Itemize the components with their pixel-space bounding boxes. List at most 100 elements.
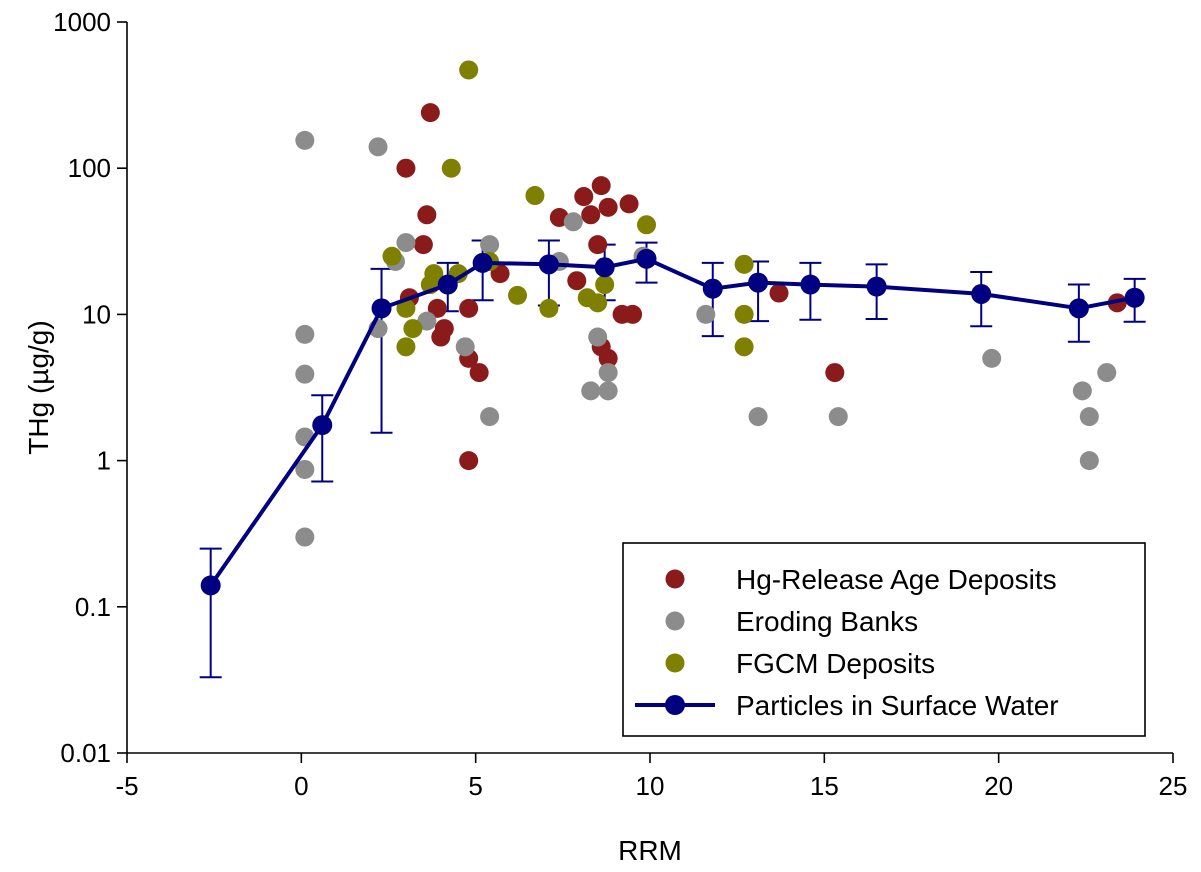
error-bar bbox=[370, 267, 393, 434]
particles-in-surface-water-marker bbox=[371, 298, 392, 319]
y-tick-label: 100 bbox=[68, 153, 111, 183]
fgcm-deposits-point bbox=[382, 246, 402, 266]
particles-in-surface-water-marker bbox=[437, 274, 458, 295]
fgcm-deposits-point bbox=[396, 298, 416, 318]
fgcm-deposits-point bbox=[637, 215, 657, 235]
y-tick-label: 0.1 bbox=[75, 592, 111, 622]
fgcm-deposits-point bbox=[403, 319, 423, 339]
x-tick-label: 25 bbox=[1159, 771, 1188, 801]
eroding-banks-point bbox=[417, 311, 437, 331]
hg-release-age-deposits-point bbox=[417, 205, 437, 225]
line-series bbox=[200, 248, 1145, 596]
particles-in-surface-water-marker bbox=[1068, 298, 1089, 319]
legend-marker-swatch bbox=[665, 611, 685, 631]
hg-release-age-deposits-point bbox=[581, 205, 601, 225]
x-axis-title: RRM bbox=[618, 835, 682, 866]
y-tick-label: 1 bbox=[97, 446, 111, 476]
x-tick-label: 5 bbox=[468, 771, 482, 801]
eroding-banks-point bbox=[480, 407, 500, 427]
fgcm-deposits-point bbox=[525, 186, 545, 206]
y-tick-label: 1000 bbox=[53, 7, 111, 37]
y-tick-label: 0.01 bbox=[60, 738, 111, 768]
fgcm-deposits-point bbox=[734, 254, 754, 274]
fgcm-deposits-point bbox=[508, 285, 528, 305]
legend-label: Eroding Banks bbox=[736, 606, 918, 637]
y-axis-title: THg (µg/g) bbox=[23, 320, 54, 454]
x-tick-label: -5 bbox=[115, 771, 138, 801]
eroding-banks-point bbox=[480, 235, 500, 255]
eroding-banks-point bbox=[455, 337, 475, 357]
particles-in-surface-water-marker bbox=[200, 575, 221, 596]
legend-entry-particles-in-surface-water: Particles in Surface Water bbox=[635, 690, 1059, 721]
hg-release-age-deposits-point bbox=[623, 304, 643, 324]
fgcm-deposits-point bbox=[396, 337, 416, 357]
hg-release-age-deposits-point bbox=[769, 283, 789, 303]
eroding-banks-point bbox=[588, 327, 608, 347]
hg-release-age-deposits-point bbox=[619, 194, 639, 214]
hg-release-age-deposits-point bbox=[574, 187, 594, 207]
particles-in-surface-water-marker bbox=[636, 248, 657, 269]
eroding-banks-point bbox=[563, 212, 583, 232]
particles-in-surface-water-marker bbox=[748, 272, 769, 293]
eroding-banks-point bbox=[1097, 363, 1117, 383]
hg-release-age-deposits-point bbox=[413, 235, 433, 255]
fgcm-deposits-point bbox=[734, 337, 754, 357]
eroding-banks-point bbox=[295, 459, 315, 479]
eroding-banks-point bbox=[598, 363, 618, 383]
legend-entry-fgcm-deposits: FGCM Deposits bbox=[665, 648, 935, 679]
fgcm-deposits-point bbox=[539, 298, 559, 318]
eroding-banks-point bbox=[295, 364, 315, 384]
x-tick-label: 15 bbox=[810, 771, 839, 801]
x-axis: -5 0 5 10 15 20 25 bbox=[115, 753, 1187, 801]
particles-in-surface-water-marker bbox=[312, 415, 333, 436]
legend-marker-swatch bbox=[665, 569, 685, 589]
hg-release-age-deposits-point bbox=[459, 451, 479, 471]
hg-release-age-deposits-point bbox=[434, 319, 454, 339]
fgcm-deposits-point bbox=[595, 275, 615, 295]
particles-in-surface-water-marker bbox=[702, 278, 723, 299]
eroding-banks-point bbox=[828, 407, 848, 427]
particles-in-surface-water-line bbox=[209, 256, 1135, 587]
legend-marker-swatch bbox=[665, 653, 685, 673]
fgcm-deposits-point bbox=[459, 60, 479, 80]
particles-in-surface-water-marker bbox=[1124, 287, 1145, 308]
particles-in-surface-water-marker bbox=[594, 257, 615, 278]
eroding-banks-point bbox=[295, 324, 315, 344]
hg-release-age-deposits-point bbox=[427, 298, 447, 318]
eroding-banks-point bbox=[368, 137, 388, 157]
eroding-banks-point bbox=[295, 130, 315, 150]
hg-release-age-deposits-point bbox=[459, 298, 479, 318]
legend-marker-swatch bbox=[665, 695, 685, 715]
eroding-banks-point bbox=[1072, 381, 1092, 401]
particles-in-surface-water-marker bbox=[866, 276, 887, 297]
eroding-banks-point bbox=[396, 233, 416, 253]
hg-release-age-deposits-point bbox=[588, 235, 608, 255]
eroding-banks-point bbox=[1079, 407, 1099, 427]
particles-in-surface-water-marker bbox=[538, 254, 559, 275]
legend: Hg-Release Age Deposits Eroding Banks FGCM… bbox=[622, 542, 1146, 737]
x-tick-label: 10 bbox=[636, 771, 665, 801]
particles-in-surface-water-marker bbox=[800, 274, 821, 295]
hg-release-age-deposits-point bbox=[567, 271, 587, 291]
fgcm-deposits-point bbox=[441, 158, 461, 178]
legend-label: FGCM Deposits bbox=[736, 648, 935, 679]
hg-release-age-deposits-point bbox=[598, 197, 618, 217]
error-bar bbox=[311, 394, 334, 483]
hg-release-age-deposits-point bbox=[598, 348, 618, 368]
y-axis: 0.01 0.1 1 10 100 1000 bbox=[53, 7, 127, 768]
error-bar bbox=[701, 261, 724, 338]
particles-in-surface-water-marker bbox=[971, 283, 992, 304]
error-bar bbox=[199, 547, 222, 679]
legend-entry-hg-release-age-deposits: Hg-Release Age Deposits bbox=[665, 564, 1057, 595]
x-tick-label: 20 bbox=[984, 771, 1013, 801]
eroding-banks-point bbox=[295, 527, 315, 547]
legend-label: Particles in Surface Water bbox=[736, 690, 1059, 721]
hg-release-age-deposits-point bbox=[396, 158, 416, 178]
hg-release-age-deposits-point bbox=[420, 103, 440, 123]
x-tick-label: 0 bbox=[294, 771, 308, 801]
legend-label: Hg-Release Age Deposits bbox=[736, 564, 1057, 595]
hg-release-age-deposits-point bbox=[469, 363, 489, 383]
fgcm-deposits-point bbox=[734, 304, 754, 324]
